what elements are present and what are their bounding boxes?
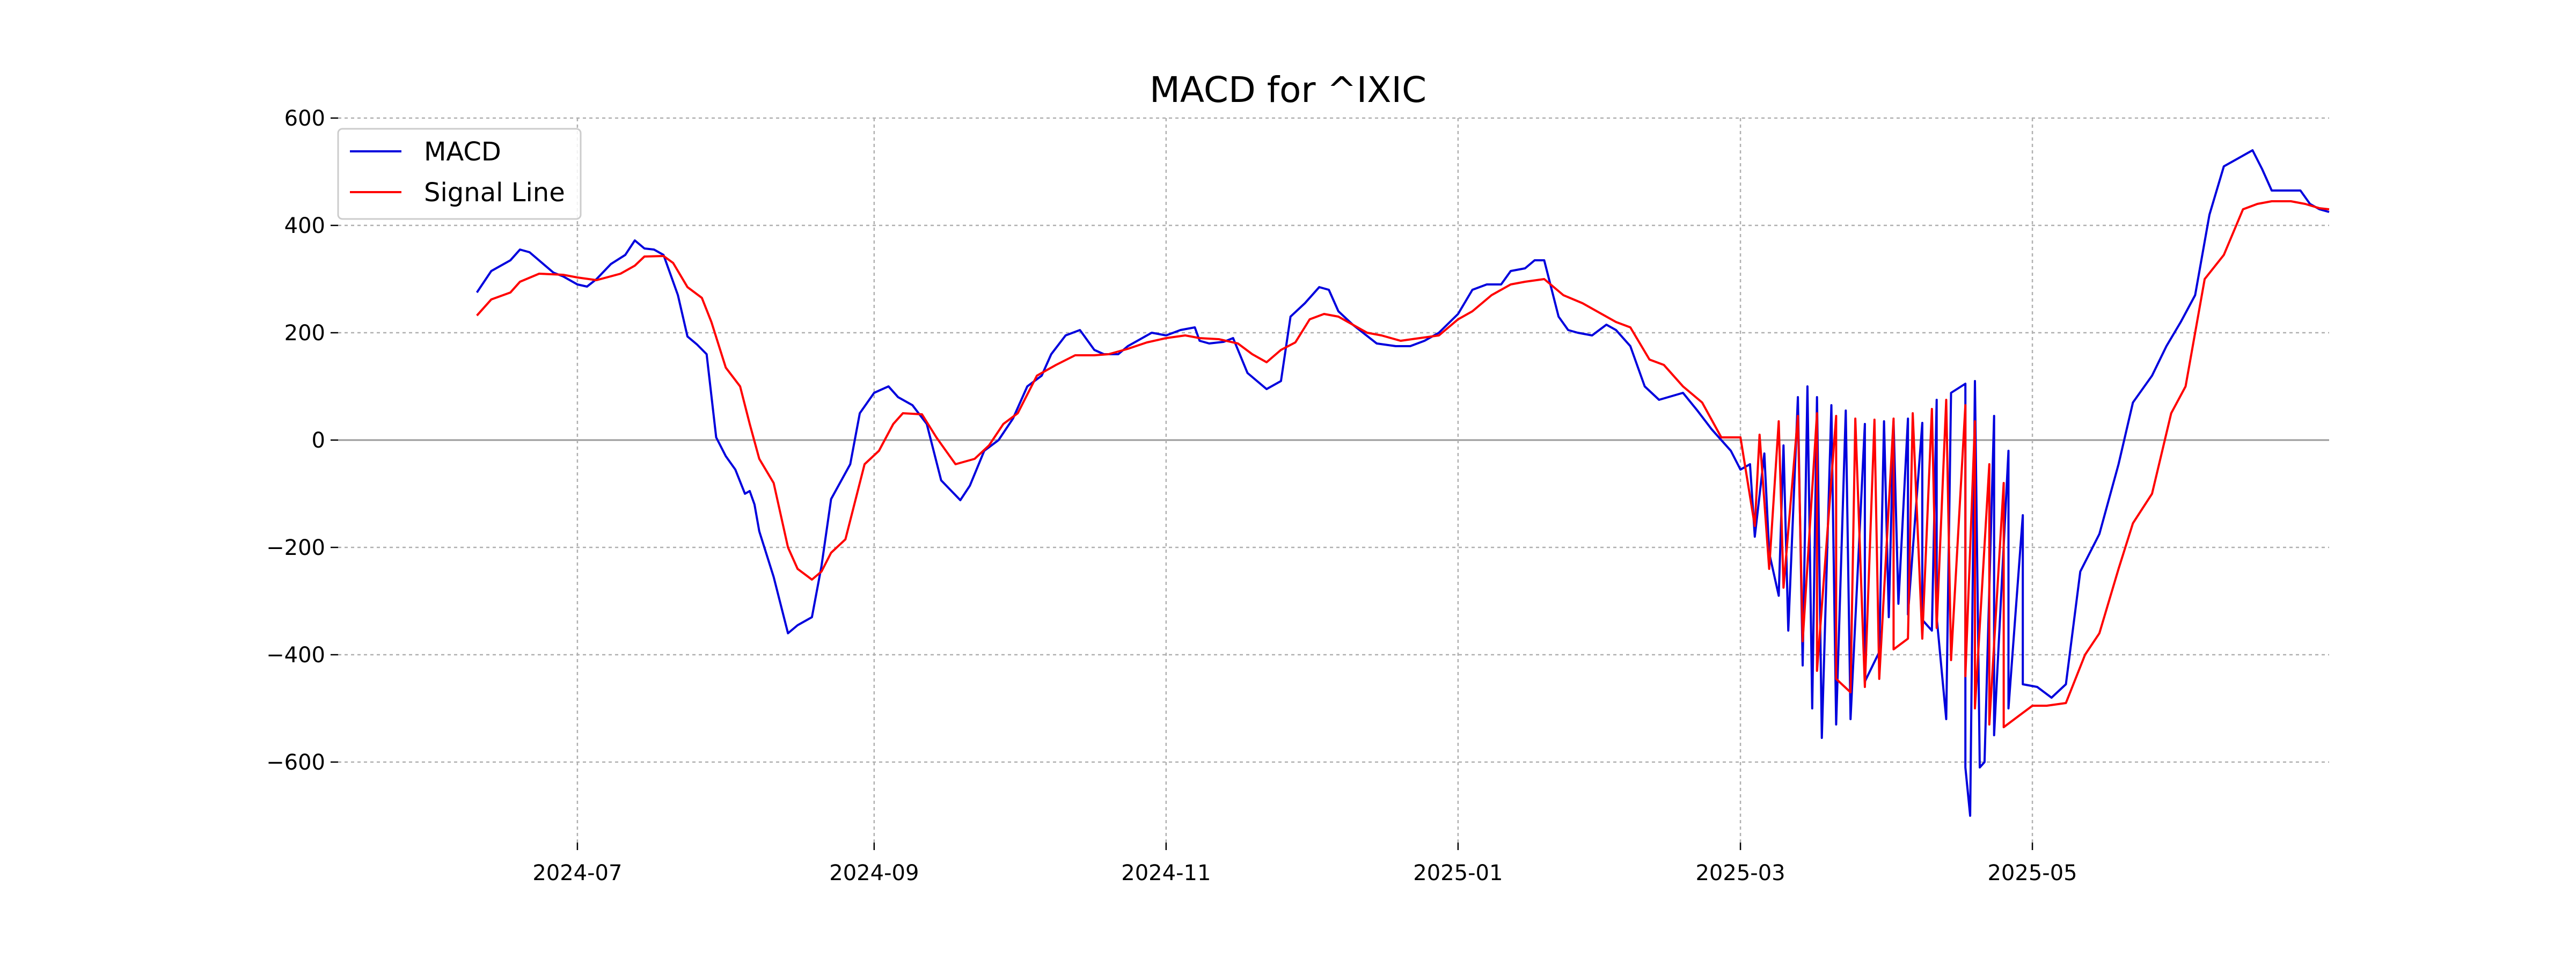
legend-label: MACD bbox=[424, 137, 501, 167]
series-lines bbox=[475, 149, 2330, 817]
series-line-macd bbox=[475, 149, 2330, 817]
series-line-signal-line bbox=[476, 200, 2330, 728]
x-tick-label: 2024-11 bbox=[1121, 861, 1211, 885]
x-tick-label: 2025-03 bbox=[1695, 861, 1785, 885]
axes: 600 400 200 0 −200 −400 −600 2024-07 2024-09 2024… bbox=[266, 106, 2077, 885]
legend-label: Signal Line bbox=[424, 178, 565, 208]
y-tick-label: −600 bbox=[266, 750, 325, 775]
x-tick-label: 2025-01 bbox=[1413, 861, 1503, 885]
y-tick-label: 0 bbox=[312, 428, 325, 453]
y-tick-label: 400 bbox=[284, 214, 325, 238]
y-tick-label: 600 bbox=[284, 106, 325, 131]
legend: MACD Signal Line bbox=[337, 128, 582, 220]
x-tick-label: 2024-07 bbox=[532, 861, 622, 885]
y-tick-label: −200 bbox=[266, 536, 325, 560]
x-tick-label: 2025-05 bbox=[1987, 861, 2077, 885]
x-tick-label: 2024-09 bbox=[829, 861, 919, 885]
y-tick-label: −400 bbox=[266, 643, 325, 668]
grid bbox=[338, 117, 2329, 843]
y-tick-label: 200 bbox=[284, 321, 325, 346]
chart-title: MACD for ^IXIC bbox=[1150, 69, 1426, 111]
